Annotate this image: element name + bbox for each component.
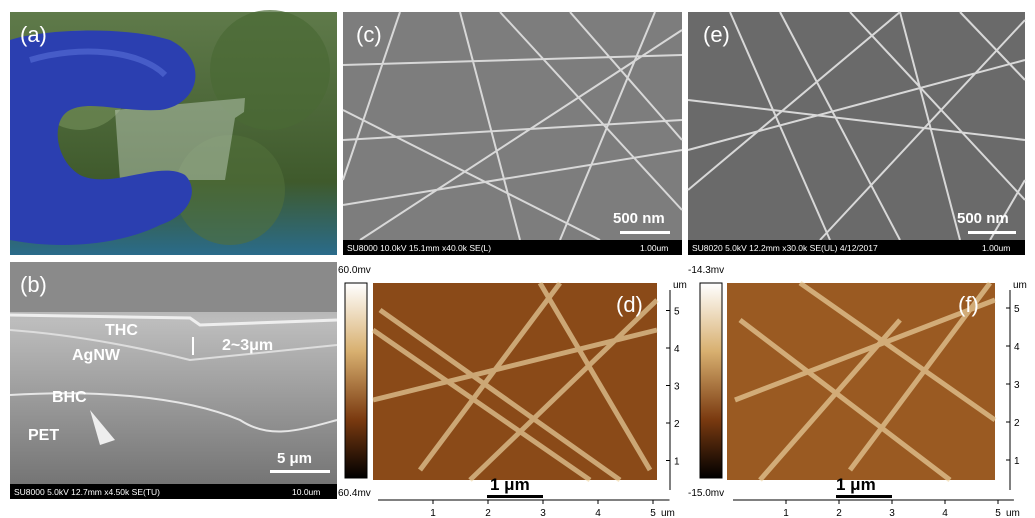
footer: SU8020 5.0kV 12.2mm x30.0k SE(UL) 4/12/2… <box>692 243 878 253</box>
annotation: AgNW <box>72 347 121 364</box>
x-tick-label: 1 <box>430 508 436 518</box>
scale-bar-label: 500 nm <box>613 210 665 227</box>
y-tick-label: 5 <box>674 307 680 318</box>
footer-scale: 10.0um <box>292 487 320 497</box>
y-tick-label: 2 <box>1014 418 1020 429</box>
footer-scale: 1.00um <box>640 243 668 253</box>
scale-bar-label: 1 μm <box>836 475 876 494</box>
y-tick-label: 5 <box>1014 304 1020 315</box>
colorbar-min: 60.4mv <box>338 488 371 499</box>
annotation: THC <box>105 322 138 339</box>
footer: SU8000 10.0kV 15.1mm x40.0k SE(L) <box>347 243 491 253</box>
x-tick-label: 2 <box>836 508 842 518</box>
panel-label: (d) <box>616 292 643 317</box>
panel-b: THC AgNW 2~3μm BHC PET 5 μm SU8000 5.0kV… <box>10 262 337 499</box>
y-tick-label: 1 <box>674 457 680 468</box>
x-tick-label: 4 <box>942 508 948 518</box>
panel-f: 1 μm (f) -14.3mv -15.0mv <box>688 265 995 499</box>
panel-e: 500 nm SU8020 5.0kV 12.2mm x30.0k SE(UL)… <box>688 12 1025 255</box>
panel-label: (f) <box>958 292 979 317</box>
colorbar-min: -15.0mv <box>688 488 724 499</box>
panel-label: (c) <box>356 22 382 47</box>
x-unit: um <box>661 508 675 518</box>
panel-label: (e) <box>703 22 730 47</box>
panel-c: 500 nm SU8000 10.0kV 15.1mm x40.0k SE(L)… <box>343 12 682 255</box>
colorbar-max: 60.0mv <box>338 265 371 276</box>
x-tick-label: 1 <box>783 508 789 518</box>
y-tick-label: 2 <box>674 419 680 430</box>
x-tick-label: 2 <box>485 508 491 518</box>
panel-d: 1 μm (d) 60.0mv 60.4mv <box>338 265 657 499</box>
y-unit: um <box>673 280 687 291</box>
x-unit: um <box>1006 508 1020 518</box>
y-tick-label: 4 <box>674 344 680 355</box>
annotation: BHC <box>52 389 87 406</box>
y-tick-label: 1 <box>1014 456 1020 467</box>
x-tick-label: 3 <box>889 508 895 518</box>
x-tick-label: 5 <box>995 508 1001 518</box>
y-tick-label: 3 <box>674 382 680 393</box>
colorbar-max: -14.3mv <box>688 265 724 276</box>
panel-label: (b) <box>20 272 47 297</box>
y-tick-label: 3 <box>1014 380 1020 391</box>
figure: (a) THC AgNW 2~3μm BHC PET 5 μm SU8000 5… <box>0 0 1035 518</box>
y-unit: um <box>1013 280 1027 291</box>
annotation: PET <box>28 427 59 444</box>
x-tick-label: 5 <box>650 508 656 518</box>
footer: SU8000 5.0kV 12.7mm x4.50k SE(TU) <box>14 487 160 497</box>
annotation: 2~3μm <box>222 337 273 354</box>
panel-a: (a) <box>10 10 337 255</box>
y-tick-label: 4 <box>1014 342 1020 353</box>
x-tick-label: 3 <box>540 508 546 518</box>
panel-label: (a) <box>20 22 47 47</box>
x-tick-label: 4 <box>595 508 601 518</box>
footer-scale: 1.00um <box>982 243 1010 253</box>
scale-bar-label: 1 μm <box>490 475 530 494</box>
scale-bar-label: 500 nm <box>957 210 1009 227</box>
scale-bar-label: 5 μm <box>277 450 312 467</box>
